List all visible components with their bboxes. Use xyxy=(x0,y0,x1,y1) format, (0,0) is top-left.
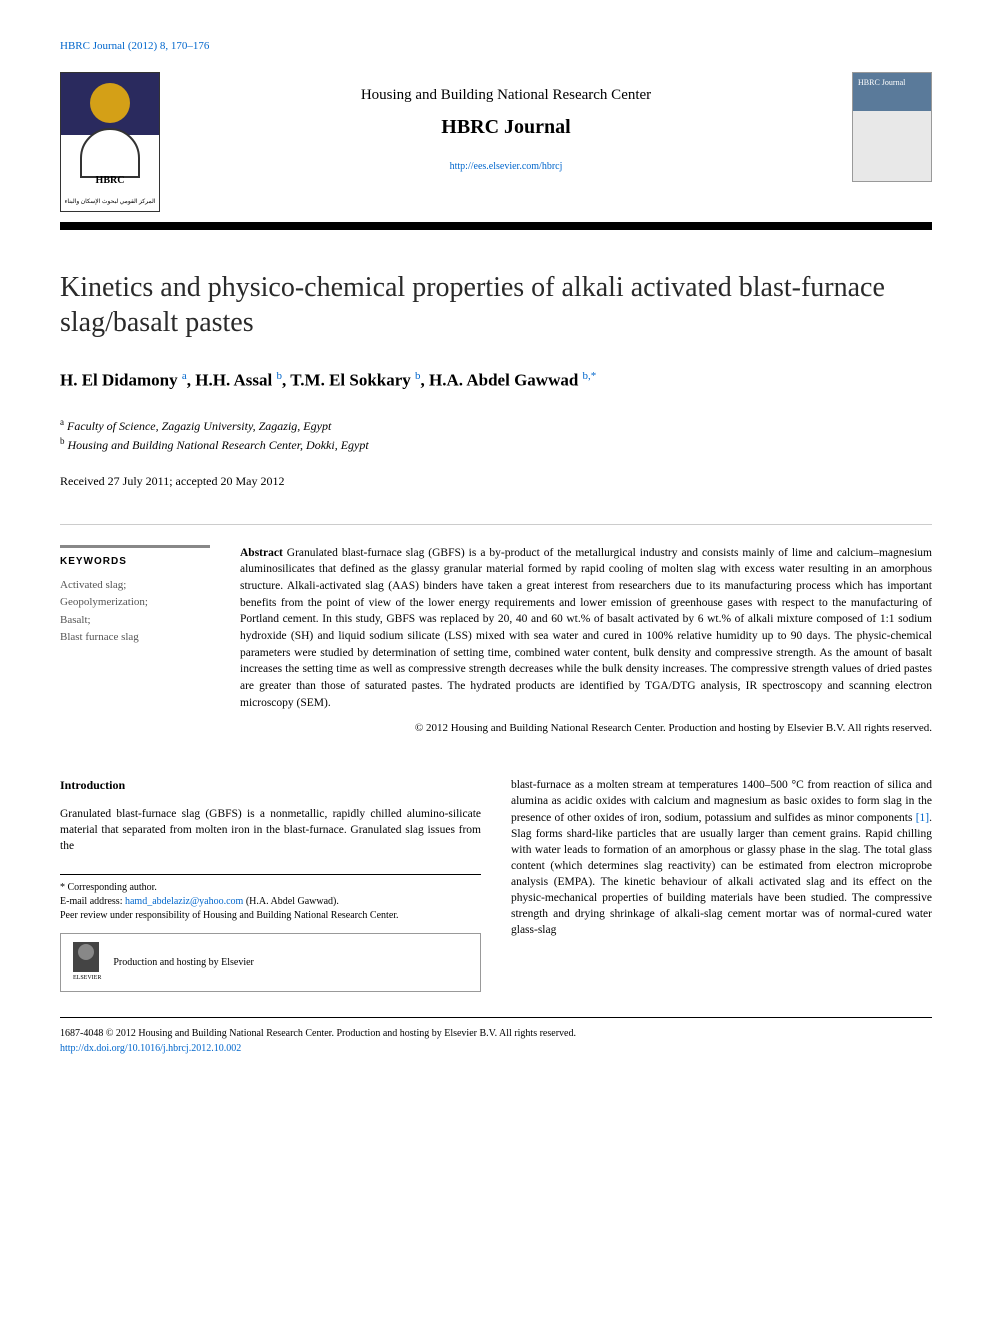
intro-paragraph-2: blast-furnace as a molten stream at temp… xyxy=(511,777,932,938)
article-dates: Received 27 July 2011; accepted 20 May 2… xyxy=(60,474,932,489)
footnote-block: * Corresponding author. E-mail address: … xyxy=(60,874,481,991)
affiliations: a Faculty of Science, Zagazig University… xyxy=(60,416,932,454)
affiliation-b: b Housing and Building National Research… xyxy=(60,435,932,454)
column-left: Introduction Granulated blast-furnace sl… xyxy=(60,777,481,991)
cover-thumb-title: HBRC Journal xyxy=(858,78,905,87)
running-header: HBRC Journal (2012) 8, 170–176 xyxy=(60,40,932,52)
elsevier-logo: ELSEVIER xyxy=(73,942,101,982)
journal-name: HBRC Journal xyxy=(180,116,832,139)
logo-label: HBRC xyxy=(96,175,125,186)
page-footer: 1687-4048 © 2012 Housing and Building Na… xyxy=(60,1017,932,1056)
footer-issn-line: 1687-4048 © 2012 Housing and Building Na… xyxy=(60,1026,932,1041)
abstract-copyright: © 2012 Housing and Building National Res… xyxy=(240,721,932,737)
masthead-center: Housing and Building National Research C… xyxy=(160,72,852,173)
publisher-name: Housing and Building National Research C… xyxy=(180,87,832,104)
peer-review-note: Peer review under responsibility of Hous… xyxy=(60,909,481,923)
hosting-text: Production and hosting by Elsevier xyxy=(113,956,254,970)
logo-moon-icon xyxy=(90,83,130,123)
journal-url-link[interactable]: http://ees.elsevier.com/hbrcj xyxy=(450,161,563,172)
masthead: HBRC المركز القومي لبحوث الإسكان والبناء… xyxy=(60,72,932,212)
abstract-body: Granulated blast-furnace slag (GBFS) is … xyxy=(240,547,932,709)
author-list: H. El Didamony a, H.H. Assal b, T.M. El … xyxy=(60,370,932,391)
article-title: Kinetics and physico-chemical properties… xyxy=(60,270,932,340)
abstract-text: Abstract Granulated blast-furnace slag (… xyxy=(240,545,932,738)
abstract-block: KEYWORDS Activated slag;Geopolymerizatio… xyxy=(60,524,932,738)
introduction-heading: Introduction xyxy=(60,777,481,794)
abstract-label: Abstract xyxy=(240,547,283,559)
keywords-box: KEYWORDS Activated slag;Geopolymerizatio… xyxy=(60,545,210,738)
logo-arch-icon xyxy=(80,128,140,178)
author-email-link[interactable]: hamd_abdelaziz@yahoo.com xyxy=(125,896,243,907)
elsevier-label: ELSEVIER xyxy=(73,974,101,982)
intro-paragraph-1: Granulated blast-furnace slag (GBFS) is … xyxy=(60,806,481,854)
keywords-list: Activated slag;Geopolymerization;Basalt;… xyxy=(60,577,210,647)
logo-caption: المركز القومي لبحوث الإسكان والبناء xyxy=(65,199,156,206)
keywords-heading: KEYWORDS xyxy=(60,556,210,567)
corresponding-author-note: * Corresponding author. xyxy=(60,881,481,895)
journal-cover-thumbnail: HBRC Journal xyxy=(852,72,932,182)
column-right: blast-furnace as a molten stream at temp… xyxy=(511,777,932,991)
divider-bar xyxy=(60,222,932,230)
elsevier-tree-icon xyxy=(73,942,99,972)
affiliation-a: a Faculty of Science, Zagazig University… xyxy=(60,416,932,435)
reference-link-1[interactable]: [1] xyxy=(916,812,929,824)
publisher-logo: HBRC المركز القومي لبحوث الإسكان والبناء xyxy=(60,72,160,212)
email-line: E-mail address: hamd_abdelaziz@yahoo.com… xyxy=(60,895,481,909)
hosting-box: ELSEVIER Production and hosting by Elsev… xyxy=(60,933,481,991)
doi-link[interactable]: http://dx.doi.org/10.1016/j.hbrcj.2012.1… xyxy=(60,1043,241,1054)
page-root: HBRC Journal (2012) 8, 170–176 HBRC المر… xyxy=(0,0,992,1096)
body-columns: Introduction Granulated blast-furnace sl… xyxy=(60,777,932,991)
